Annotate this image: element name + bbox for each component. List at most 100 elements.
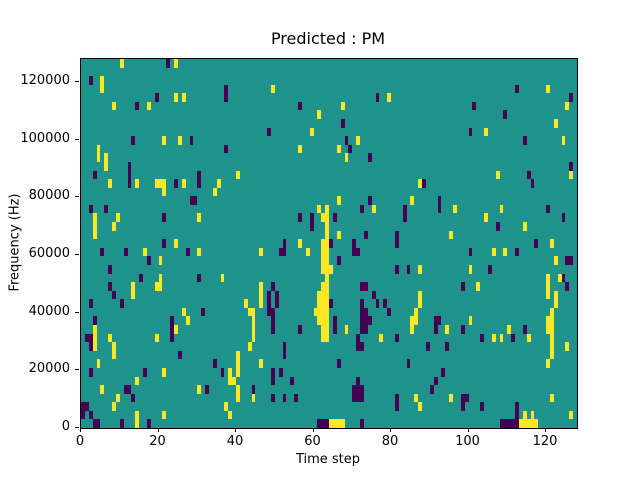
- heatmap-cell-low: [267, 128, 271, 136]
- heatmap-cell-low: [283, 239, 286, 248]
- heatmap-cell-high: [527, 334, 531, 342]
- heatmap-cell-high: [162, 411, 166, 419]
- heatmap-cell-low: [438, 205, 441, 213]
- heatmap-cell-low: [364, 308, 368, 316]
- heatmap-cell-low: [93, 171, 97, 179]
- heatmap-cell-high: [162, 179, 166, 188]
- x-axis-label: Time step: [295, 452, 361, 467]
- heatmap-cell-low: [81, 402, 85, 411]
- heatmap-cell-low: [565, 256, 569, 265]
- heatmap-cell-high: [93, 342, 97, 351]
- heatmap-cell-low: [104, 205, 108, 213]
- heatmap-cell-high: [387, 93, 391, 102]
- heatmap-cell-low: [279, 368, 283, 377]
- heatmap-cell-low: [364, 316, 368, 325]
- heatmap-cell-high: [228, 377, 232, 385]
- heatmap-cell-high: [182, 179, 186, 188]
- heatmap-cell-low: [461, 394, 465, 402]
- heatmap-cell-low: [97, 419, 100, 428]
- heatmap-cell-high: [112, 402, 116, 411]
- heatmap-cell-high: [356, 136, 360, 145]
- heatmap-cell-low: [503, 419, 507, 428]
- heatmap-cell-low: [139, 274, 143, 282]
- heatmap-cell-high: [97, 145, 100, 153]
- heatmap-cell-high: [418, 299, 422, 308]
- heatmap-cell-high: [345, 153, 348, 162]
- x-tick-mark: [157, 428, 159, 432]
- heatmap-cell-high: [104, 153, 108, 162]
- heatmap-cell-high: [228, 368, 232, 377]
- heatmap-cell-low: [271, 325, 275, 334]
- heatmap-cell-low: [124, 385, 128, 394]
- heatmap-cell-low: [434, 316, 438, 325]
- heatmap-cell-low: [298, 102, 302, 110]
- heatmap-cell-high: [414, 308, 418, 316]
- heatmap-cell-low: [166, 59, 170, 68]
- heatmap-cell-high: [500, 205, 503, 213]
- heatmap-cell-high: [519, 419, 523, 428]
- heatmap-cell-high: [197, 213, 201, 222]
- heatmap-cell-low: [267, 299, 271, 308]
- heatmap-cell-low: [174, 179, 178, 188]
- heatmap-cell-low: [480, 334, 484, 342]
- heatmap-cell-low: [93, 316, 97, 325]
- heatmap-cell-low: [383, 299, 387, 308]
- heatmap-cell-low: [329, 299, 333, 308]
- heatmap-cell-low: [352, 385, 356, 394]
- heatmap-cell-low: [523, 325, 527, 334]
- heatmap-cell-low: [364, 231, 368, 239]
- heatmap-cell-low: [511, 419, 515, 428]
- heatmap-cell-high: [484, 128, 488, 136]
- x-tick-mark: [312, 428, 314, 432]
- heatmap-cell-high: [100, 76, 104, 85]
- heatmap-cell-low: [445, 342, 449, 351]
- heatmap-cell-low: [360, 394, 364, 402]
- heatmap-cell-low: [352, 239, 356, 248]
- heatmap-cell-low: [376, 93, 379, 102]
- heatmap-cell-low: [360, 299, 364, 308]
- heatmap-cell-high: [449, 231, 453, 239]
- heatmap-cell-high: [554, 256, 558, 265]
- heatmap-cell-high: [217, 179, 221, 188]
- y-tick-mark: [75, 81, 79, 83]
- heatmap-cell-low: [197, 274, 201, 282]
- heatmap-cell-high: [259, 291, 263, 299]
- x-tick-label: 80: [381, 434, 399, 449]
- heatmap-cell-high: [554, 299, 558, 308]
- heatmap-cell-high: [492, 248, 496, 256]
- heatmap-cell-low: [283, 248, 286, 256]
- heatmap-cell-high: [321, 291, 325, 299]
- x-tick-label: 60: [304, 434, 321, 449]
- heatmap-cell-low: [368, 153, 372, 162]
- heatmap-cell-low: [469, 128, 472, 136]
- heatmap-cell-high: [317, 110, 321, 119]
- heatmap-cell-high: [317, 291, 321, 299]
- heatmap-cell-low: [283, 342, 286, 351]
- heatmap-cell-high: [317, 316, 321, 325]
- heatmap-cell-high: [531, 411, 534, 419]
- heatmap-cell-low: [434, 325, 438, 334]
- heatmap-cell-low: [112, 291, 116, 299]
- heatmap-cell-high: [116, 394, 120, 402]
- heatmap-cell-high: [259, 299, 263, 308]
- x-tick-label: 120: [532, 434, 558, 449]
- heatmap-cell-high: [410, 316, 414, 325]
- heatmap-cell-low: [356, 334, 360, 342]
- heatmap-cell-high: [325, 282, 329, 291]
- heatmap-cell-low: [283, 394, 286, 402]
- heatmap-cell-high: [162, 136, 166, 145]
- heatmap-cell-low: [376, 299, 379, 308]
- heatmap-cell-low: [271, 394, 275, 402]
- heatmap-cell-high: [325, 239, 329, 248]
- heatmap-cell-low: [527, 171, 531, 179]
- heatmap-cell-high: [159, 179, 162, 188]
- heatmap-cell-low: [162, 213, 166, 222]
- heatmap-cell-low: [147, 256, 151, 265]
- heatmap-cell-high: [550, 334, 554, 342]
- heatmap-cell-high: [372, 205, 376, 213]
- heatmap-cell-low: [128, 162, 131, 171]
- heatmap-cell-high: [228, 411, 232, 419]
- heatmap-cell-low: [267, 308, 271, 316]
- heatmap-cell-low: [170, 325, 174, 334]
- heatmap-cell-high: [546, 359, 550, 368]
